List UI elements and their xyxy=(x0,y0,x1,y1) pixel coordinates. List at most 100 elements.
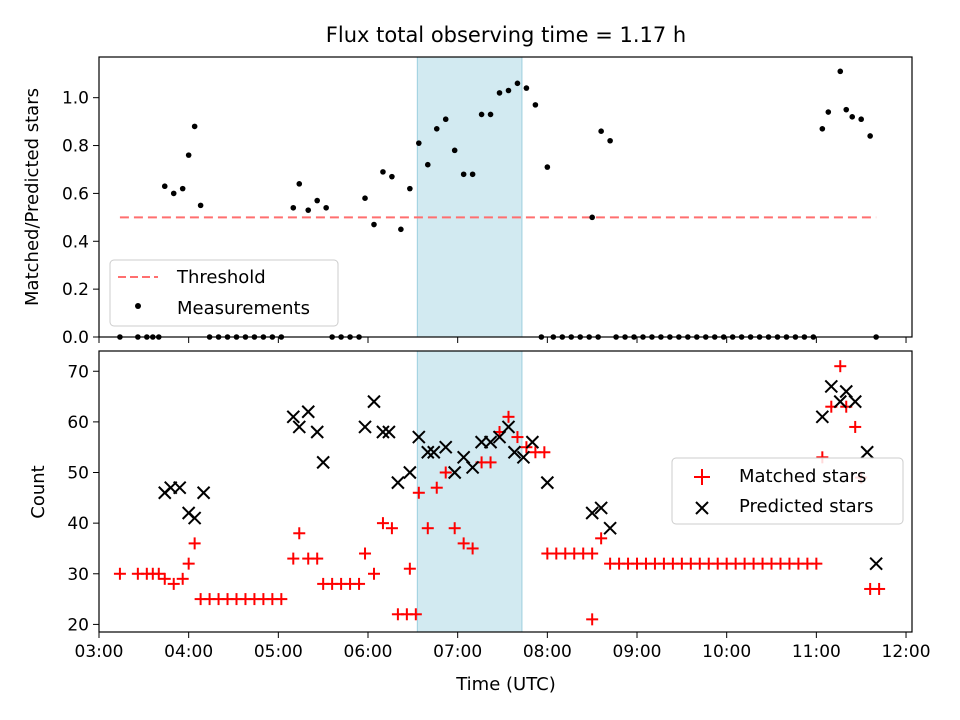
measurement-point xyxy=(314,197,320,204)
measurement-point xyxy=(589,214,595,221)
predicted-star-marker xyxy=(412,430,426,444)
measurement-point xyxy=(532,102,539,108)
measurement-point xyxy=(514,80,521,87)
x-tick-label: 08:00 xyxy=(523,642,572,662)
measurement-point xyxy=(469,171,476,178)
x-tick-label: 03:00 xyxy=(75,642,124,662)
predicted-star-marker xyxy=(292,420,306,434)
matched-star-marker xyxy=(586,547,599,560)
predicted-star-marker xyxy=(815,410,830,424)
predicted-star-marker xyxy=(507,445,522,459)
predicted-star-marker xyxy=(603,521,617,535)
predicted-marker-b xyxy=(815,410,830,424)
matched-star-marker xyxy=(439,466,452,479)
predicted-marker-b xyxy=(594,501,608,515)
predicted-star-marker xyxy=(516,450,531,465)
predicted-star-marker xyxy=(367,394,381,409)
predicted-marker-b xyxy=(196,486,211,500)
matched-star-marker xyxy=(466,542,479,555)
measurement-point xyxy=(460,171,467,178)
predicted-marker-b xyxy=(456,450,471,465)
matched-star-marker xyxy=(275,593,288,606)
top-y-tick-label: 0.6 xyxy=(62,184,89,204)
matched-star-marker xyxy=(421,522,434,535)
measurement-point xyxy=(433,125,440,132)
measurement-point xyxy=(290,204,297,211)
matched-star-marker xyxy=(287,552,300,565)
measurement-point xyxy=(389,173,395,180)
predicted-star-marker xyxy=(427,445,441,459)
predicted-marker-b xyxy=(540,475,555,490)
predicted-marker-b xyxy=(869,556,883,571)
measurement-point xyxy=(296,181,303,187)
predicted-marker-b xyxy=(172,480,187,495)
measurement-point xyxy=(523,85,530,91)
matched-star-marker xyxy=(430,481,443,494)
predicted-star-marker xyxy=(439,440,453,454)
measurement-point xyxy=(305,207,312,213)
legend-measurement-marker xyxy=(135,303,141,309)
predicted-marker-b xyxy=(839,384,853,399)
predicted-star-marker xyxy=(501,420,516,434)
measurement-point xyxy=(505,87,512,94)
predicted-marker-b xyxy=(483,435,498,449)
matched-star-marker xyxy=(834,360,847,373)
predicted-marker-b xyxy=(501,420,516,434)
matched-star-marker xyxy=(188,537,201,550)
measurement-point xyxy=(843,106,850,113)
matched-star-marker xyxy=(511,431,524,444)
measurement-point xyxy=(598,128,604,134)
bottom-y-tick-label: 40 xyxy=(67,514,89,534)
measurement-point xyxy=(179,185,186,192)
measurement-point xyxy=(478,111,485,118)
predicted-star-marker xyxy=(391,475,405,490)
measurement-point xyxy=(161,183,168,190)
measurement-point xyxy=(825,109,832,115)
legend-matched-label: Matched stars xyxy=(739,466,866,487)
predicted-marker-b xyxy=(507,445,522,459)
matched-star-marker xyxy=(403,562,416,575)
x-tick-label: 05:00 xyxy=(254,642,303,662)
x-tick-label: 10:00 xyxy=(702,642,751,662)
legend-x-marker xyxy=(695,501,709,515)
matched-star-marker xyxy=(412,486,425,499)
measurement-point xyxy=(544,164,551,170)
measurement-point xyxy=(487,111,494,118)
measurement-point xyxy=(451,147,458,154)
predicted-star-marker xyxy=(310,425,324,439)
bottom-shaded-span xyxy=(416,350,523,633)
predicted-star-marker xyxy=(848,394,862,409)
predicted-marker-b xyxy=(824,379,839,394)
predicted-marker-b xyxy=(603,521,617,535)
predicted-star-marker xyxy=(833,394,847,409)
predicted-star-marker xyxy=(585,506,599,520)
predicted-marker-b xyxy=(310,425,324,439)
measurement-point xyxy=(858,116,864,123)
bottom-y-tick-label: 30 xyxy=(67,565,89,585)
top-y-tick-label: 1.0 xyxy=(62,89,89,109)
legend-plus-marker xyxy=(694,469,710,485)
measurement-point xyxy=(496,90,503,96)
matched-star-marker xyxy=(448,522,461,535)
measurement-point xyxy=(398,226,404,233)
matched-star-marker xyxy=(367,567,380,580)
bottom-legend: Matched stars Predicted stars xyxy=(671,457,904,525)
legend-predicted-label: Predicted stars xyxy=(739,496,873,517)
predicted-star-marker xyxy=(540,475,555,490)
bottom-y-axis-label: Count xyxy=(28,465,49,518)
matched-star-marker xyxy=(158,572,171,585)
measurement-point xyxy=(197,202,204,209)
predicted-marker-b xyxy=(525,435,540,449)
predicted-star-marker xyxy=(286,410,300,424)
predicted-star-marker xyxy=(594,501,608,515)
legend-threshold-label: Threshold xyxy=(176,267,266,288)
measurement-point xyxy=(362,195,368,201)
predicted-marker-b xyxy=(585,506,599,520)
measurement-point xyxy=(407,185,413,192)
matched-star-marker xyxy=(849,420,862,433)
matched-star-marker xyxy=(457,537,470,550)
predicted-marker-b xyxy=(421,445,435,459)
predicted-marker-b xyxy=(286,410,300,424)
measurement-point xyxy=(607,137,613,144)
top-y-axis-label: Matched/Predicted stars xyxy=(22,88,43,306)
